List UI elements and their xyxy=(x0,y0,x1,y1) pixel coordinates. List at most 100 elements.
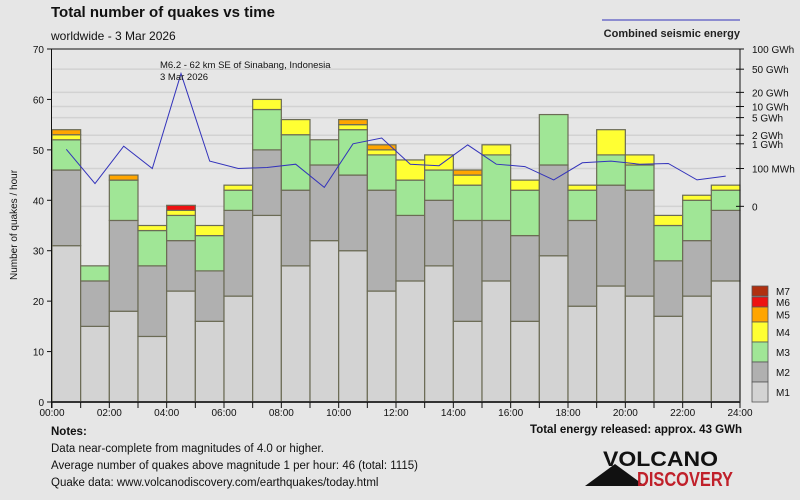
bar-segment-m4 xyxy=(596,129,626,156)
legend-swatch-m5 xyxy=(751,306,769,323)
bar-segment-m3 xyxy=(481,154,512,222)
x-tick-label: 14:00 xyxy=(441,408,466,419)
bar-segment-m3 xyxy=(309,139,340,166)
bar-segment-m5 xyxy=(452,169,483,176)
bar-segment-m3 xyxy=(653,224,684,262)
bar-segment-m1 xyxy=(452,320,483,403)
bar-segment-m3 xyxy=(194,234,225,272)
bar-segment-m2 xyxy=(424,199,454,267)
legend-label-m5: M5 xyxy=(776,311,790,322)
bar-segment-m3 xyxy=(108,179,139,222)
bar-segment-m3 xyxy=(624,164,655,191)
bar-segment-m3 xyxy=(567,189,598,222)
bar-segment-m3 xyxy=(280,134,311,191)
bar-segment-m2 xyxy=(223,209,254,297)
energy-legend-label: Combined seismic energy xyxy=(604,28,741,40)
bar-segment-m2 xyxy=(710,209,741,282)
bar-segment-m1 xyxy=(51,245,82,403)
y-tick-label: 60 xyxy=(33,95,45,106)
axes-group: 0 10 20 30 40 50 60 70 00:00 02:00 04:00 06:00 08:00… xyxy=(33,45,795,419)
bar-segment-m3 xyxy=(424,169,454,201)
y-tick-label: 0 xyxy=(38,398,44,409)
bar-segment-m2 xyxy=(280,189,311,267)
bar-segment-m6 xyxy=(166,204,196,211)
bar-segment-m4 xyxy=(624,154,655,166)
bar-segment-m3 xyxy=(51,139,82,171)
bar-segment-m3 xyxy=(166,214,196,242)
bar-segment-m3 xyxy=(338,129,368,176)
bar-segment-m1 xyxy=(395,280,426,403)
bar-segment-m3 xyxy=(596,154,626,186)
bar-segment-m3 xyxy=(452,184,483,222)
bar-segment-m3 xyxy=(252,108,282,151)
bar-segment-m4 xyxy=(366,149,397,156)
energy-tick-label: 1 GWh xyxy=(752,140,783,151)
energy-tick-label: 100 GWh xyxy=(752,45,794,56)
bar-segment-m4 xyxy=(653,214,684,227)
bar-segment-m2 xyxy=(194,270,225,322)
x-tick-label: 00:00 xyxy=(39,408,64,419)
bar-segment-m1 xyxy=(366,290,397,403)
chart-title: Total number of quakes vs time xyxy=(51,4,275,21)
bar-segment-m2 xyxy=(309,164,340,242)
notes-block: Notes: Data near-complete from magnitude… xyxy=(51,424,418,492)
bar-segment-m1 xyxy=(596,285,626,403)
bar-segment-m3 xyxy=(366,154,397,191)
bar-segment-m3 xyxy=(538,113,569,166)
legend-swatch-m1 xyxy=(751,381,769,403)
bar-segment-m2 xyxy=(567,219,598,307)
bar-segment-m1 xyxy=(624,295,655,403)
bar-segment-m2 xyxy=(137,265,168,338)
x-tick-label: 02:00 xyxy=(97,408,122,419)
y-tick-label: 20 xyxy=(33,297,45,308)
energy-tick-label: 0 xyxy=(752,202,758,213)
bar-segment-m2 xyxy=(51,169,82,247)
bar-segment-m3 xyxy=(395,179,426,217)
bar-segment-m1 xyxy=(682,295,712,403)
legend-swatch-m6 xyxy=(751,296,769,308)
bar-segment-m2 xyxy=(510,234,540,322)
bar-segment-m2 xyxy=(538,164,569,257)
bar-segment-m2 xyxy=(166,240,196,292)
legend-swatch-m4 xyxy=(751,321,769,343)
bar-segment-m2 xyxy=(481,219,512,282)
energy-tick-label: 50 GWh xyxy=(752,65,789,76)
bar-segment-m1 xyxy=(567,305,598,403)
bar-segment-m3 xyxy=(223,189,254,211)
bar-segment-m1 xyxy=(481,280,512,403)
bar-segment-m2 xyxy=(80,280,110,327)
x-tick-label: 18:00 xyxy=(555,408,580,419)
y-tick-label: 50 xyxy=(33,146,45,157)
bar-segment-m3 xyxy=(710,189,741,211)
bar-segment-m1 xyxy=(653,315,684,403)
note-line: Quake data: www.volcanodiscovery.com/ear… xyxy=(51,477,379,489)
bar-segment-m2 xyxy=(338,174,368,252)
bar-segment-m3 xyxy=(682,199,712,242)
bar-segment-m5 xyxy=(108,174,139,181)
bar-segment-m4 xyxy=(481,144,512,156)
x-tick-label: 22:00 xyxy=(670,408,695,419)
bars-group xyxy=(51,98,741,403)
legend-label-m7: M7 xyxy=(776,287,790,298)
bar-segment-m4 xyxy=(166,209,196,217)
bar-segment-m2 xyxy=(108,219,139,312)
y-axis-label: Number of quakes / hour xyxy=(9,169,20,280)
bar-segment-m4 xyxy=(51,134,82,141)
volcanodiscovery-logo: VOLCANO DISCOVERY xyxy=(585,448,734,488)
energy-line-group xyxy=(65,71,726,189)
energy-tick-label: 2 GWh xyxy=(752,131,783,142)
bar-segment-m2 xyxy=(252,149,282,217)
energy-tick-label: 5 GWh xyxy=(752,114,783,125)
legend-label-m6: M6 xyxy=(776,298,790,309)
bar-segment-m2 xyxy=(596,184,626,287)
bar-segment-m4 xyxy=(510,179,540,191)
x-tick-label: 24:00 xyxy=(727,408,752,419)
logo-line2: DISCOVERY xyxy=(637,469,734,488)
bar-segment-m5 xyxy=(51,129,82,136)
energy-tick-label: 20 GWh xyxy=(752,88,789,99)
bar-segment-m1 xyxy=(194,320,225,403)
energy-tick-label: 10 GWh xyxy=(752,102,789,113)
bar-segment-m3 xyxy=(80,265,110,282)
bar-segment-m1 xyxy=(338,250,368,403)
